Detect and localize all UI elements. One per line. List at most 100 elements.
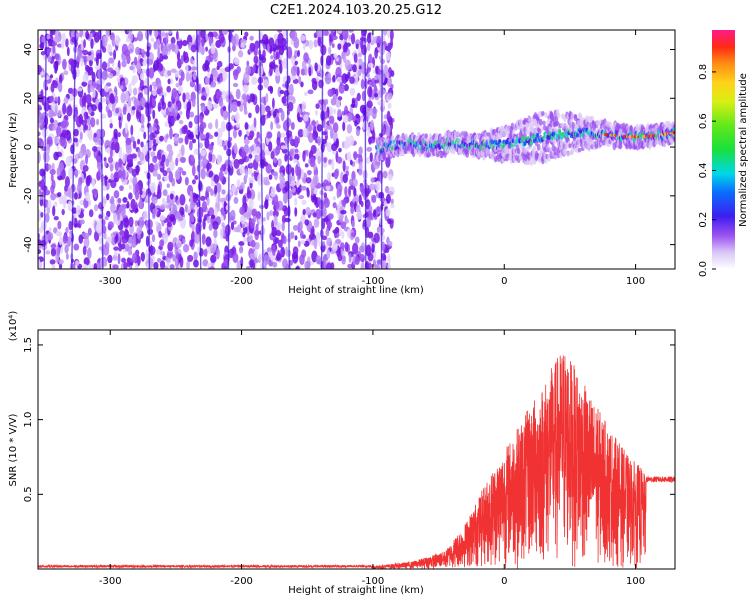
noise-dot	[109, 122, 113, 129]
noise-dot	[126, 257, 131, 268]
noise-dot	[114, 141, 120, 154]
noise-dot	[181, 125, 188, 135]
noise-dot	[73, 243, 80, 251]
noise-dot	[262, 49, 266, 59]
noise-dot	[282, 235, 287, 245]
noise-dot	[206, 197, 210, 206]
noise-dot	[332, 196, 337, 201]
noise-dot	[153, 30, 159, 38]
noise-dot	[57, 231, 63, 237]
noise-dot	[129, 224, 134, 235]
noise-dot	[173, 133, 180, 145]
colorbar-ticks: 0.00.20.40.60.8	[698, 64, 716, 277]
noise-dot	[120, 243, 126, 250]
noise-dot	[208, 207, 215, 217]
noise-dot	[170, 68, 177, 73]
noise-dot	[38, 232, 41, 240]
noise-dot	[278, 44, 285, 56]
noise-dot	[366, 100, 373, 109]
noise-dot	[270, 55, 274, 60]
noise-dot	[255, 211, 261, 218]
noise-dot	[132, 140, 137, 150]
noise-dot	[276, 221, 282, 230]
noise-dot	[151, 234, 156, 243]
noise-dot	[289, 156, 293, 161]
noise-dot	[81, 232, 86, 237]
noise-dot	[349, 87, 356, 96]
noise-dot	[255, 154, 261, 163]
noise-dot	[207, 122, 213, 130]
noise-dot	[139, 127, 145, 132]
noise-dot	[118, 116, 122, 121]
noise-dot	[85, 154, 89, 165]
noise-dot	[357, 52, 362, 58]
noise-dot	[285, 246, 288, 256]
noise-dot	[150, 37, 155, 42]
noise-dot	[91, 177, 96, 188]
noise-dot	[170, 193, 174, 200]
noise-dot	[311, 120, 317, 126]
noise-dot	[175, 157, 179, 167]
noise-dot	[217, 191, 221, 203]
noise-dot	[249, 42, 256, 52]
noise-dot	[199, 133, 207, 140]
noise-dot	[265, 194, 269, 200]
spectral-halo	[568, 143, 572, 149]
noise-dot	[322, 206, 327, 219]
spectral-halo	[566, 151, 570, 157]
noise-dot	[189, 72, 193, 83]
noise-dot	[123, 217, 130, 228]
noise-dot	[120, 92, 126, 104]
noise-dot	[317, 155, 322, 165]
spectrogram-x-ticks: -300 -200 -100 0 100	[99, 30, 645, 287]
noise-dot	[387, 78, 392, 87]
noise-dot	[178, 77, 183, 87]
spectral-halo	[502, 129, 506, 137]
noise-dot	[331, 143, 338, 152]
noise-dot	[308, 39, 314, 50]
noise-dot	[249, 130, 255, 138]
noise-dot	[179, 86, 184, 93]
noise-dot	[80, 57, 84, 67]
noise-dot	[63, 97, 69, 104]
noise-dot	[126, 163, 134, 168]
noise-dot	[122, 261, 128, 269]
noise-dot	[49, 74, 54, 79]
noise-dot	[97, 168, 101, 178]
noise-dot	[201, 200, 208, 213]
noise-dot	[291, 187, 296, 193]
noise-dot	[277, 249, 281, 258]
noise-dot	[344, 241, 349, 252]
noise-dot	[335, 66, 342, 79]
noise-dot	[126, 201, 130, 209]
noise-dot	[213, 174, 220, 184]
noise-dot	[390, 198, 394, 205]
noise-dot	[115, 233, 119, 242]
noise-dot	[240, 256, 244, 268]
noise-dot	[304, 91, 308, 97]
noise-dot	[104, 174, 108, 187]
noise-dot	[184, 203, 188, 213]
noise-dot	[218, 170, 224, 182]
noise-dot	[275, 200, 280, 210]
noise-dot	[54, 35, 61, 43]
noise-dot	[387, 240, 393, 247]
noise-dot	[77, 181, 82, 194]
noise-dot	[289, 148, 294, 157]
noise-dot	[356, 211, 363, 220]
noise-dot	[110, 172, 114, 181]
noise-dot	[189, 212, 195, 223]
noise-dot	[349, 159, 353, 166]
noise-dot	[348, 186, 351, 198]
noise-dot	[360, 38, 364, 50]
noise-dot	[187, 254, 194, 262]
noise-dot	[246, 60, 250, 67]
noise-dot	[38, 131, 41, 137]
spectral-halo	[559, 122, 564, 128]
noise-dot	[271, 200, 276, 206]
noise-dot	[297, 240, 301, 248]
noise-dot	[148, 125, 153, 134]
noise-dot	[129, 177, 133, 184]
spectrogram-y-label: Frequency (Hz)	[8, 112, 19, 188]
noise-dot	[385, 45, 392, 52]
